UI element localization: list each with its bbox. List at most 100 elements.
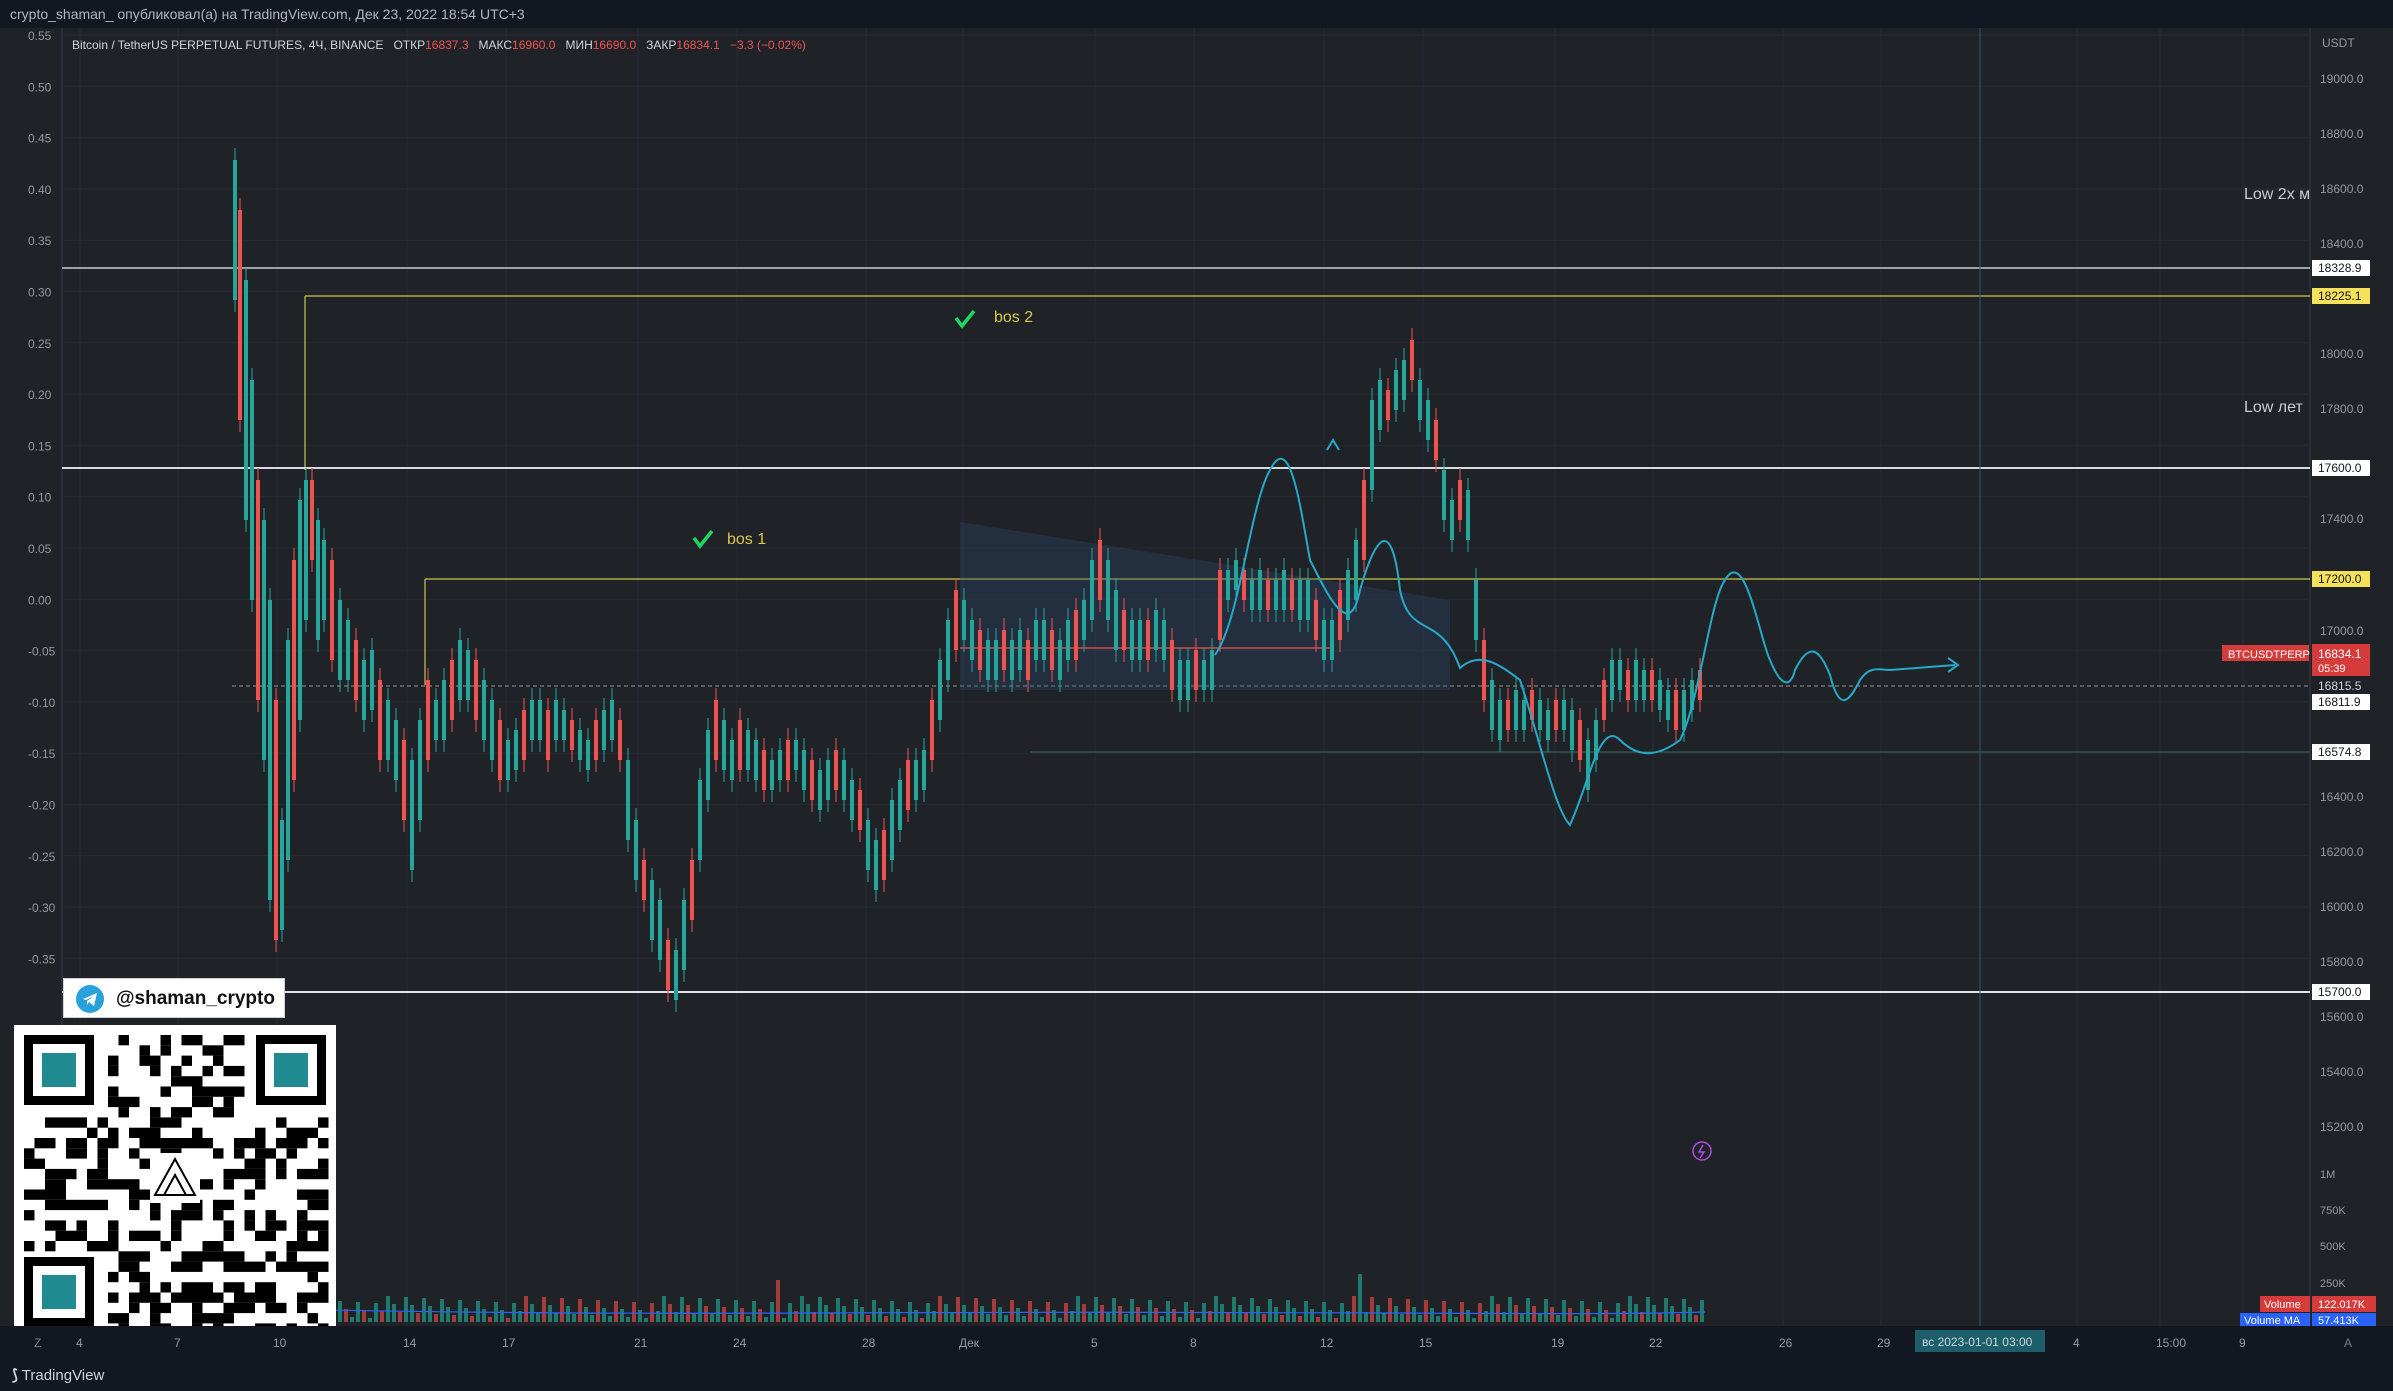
volume-bar [1088,1312,1092,1322]
qr-module [318,1189,329,1200]
candle-body [954,590,958,650]
candle-body [1242,570,1246,600]
qr-module [108,1241,119,1252]
qr-module [297,1138,308,1149]
currency-label: USDT [2322,36,2355,50]
qr-module [150,1127,161,1138]
candle-body [1098,540,1102,600]
qr-module [234,1261,245,1272]
qr-module [297,1261,308,1272]
qr-module [202,1282,213,1293]
qr-module [213,1313,224,1324]
tradingview-logo-icon: ⟆ [12,1367,18,1384]
candle-body [754,740,758,780]
qr-module [87,1179,98,1190]
volume-bar [1106,1313,1110,1322]
volume-ma-value-bg [2312,1313,2376,1326]
volume-bar [830,1313,834,1322]
qr-module [234,1251,245,1262]
left-axis-tick: 0.30 [28,286,52,300]
volume-bar [734,1300,738,1322]
volume-bar [716,1299,720,1322]
qr-module [318,1230,329,1241]
volume-bar [482,1309,486,1322]
price-level-badge: 18328.9 [2318,261,2362,275]
volume-bar [344,1309,348,1322]
qr-module [139,1189,150,1200]
qr-module [234,1292,245,1303]
candle-body [238,210,242,420]
right-axis-tick: 15600.0 [2320,1010,2364,1024]
candle-body [666,940,670,990]
candle-body [1306,580,1310,620]
volume-bar [842,1306,846,1322]
candle-body [610,700,614,740]
time-axis[interactable]: Z 4 7 10 14 17 21 24 28 Дек 5 8 12 15 19 22 26 29 4 15:00 9… [0,1326,2393,1358]
qr-module [318,1199,329,1211]
chart-pane[interactable]: bos 2 bos 1 Low 2x м Low лет 0.55 0.50 0.4… [0,28,2393,1343]
qr-module [307,1220,318,1231]
candle-body [1042,620,1046,660]
candle-body [292,560,296,780]
qr-module [192,1261,203,1272]
volume-axis-tick: 750K [2320,1205,2346,1217]
qr-module [276,1117,287,1128]
volume-bar [782,1318,786,1322]
volume-bar [632,1302,636,1322]
qr-module [150,1055,161,1066]
qr-module [45,1168,56,1180]
time-axis-corner-left[interactable]: Z [34,1336,41,1350]
volume-ma-line [229,1307,1706,1315]
bos2-check-icon [954,309,976,329]
volume-bar [1004,1315,1008,1322]
candle-body [426,680,430,760]
volume-bar [524,1296,528,1322]
price-chart[interactable]: bos 2 bos 1 Low 2x м Low лет 0.55 0.50 0.4… [0,28,2393,1326]
volume-bar [1400,1314,1404,1322]
volume-bar [896,1309,900,1322]
candle-body [506,740,510,780]
grid [62,28,2310,1326]
volume-bar [392,1304,396,1322]
qr-module [108,1230,119,1241]
qr-module [223,1107,234,1118]
volume-bar [974,1298,978,1322]
qr-module [45,1241,56,1252]
telegram-badge[interactable]: @shaman_crypto [63,978,285,1018]
candle-body [834,750,838,790]
bos1-check-icon [692,529,714,549]
volume-bar [602,1308,606,1322]
time-axis-corner-right[interactable]: A [2344,1336,2352,1350]
qr-module [318,1241,329,1252]
qr-module [265,1230,276,1241]
qr-module [192,1313,203,1324]
candle-body [586,740,590,770]
candle-body [1386,390,1390,420]
volume-bar [956,1297,960,1322]
qr-module [66,1117,77,1128]
volume-bar [1358,1274,1362,1322]
volume-bar [1592,1317,1596,1322]
candle-body [1458,480,1462,520]
volume-bar [1466,1310,1470,1322]
left-axis-tick: 0.35 [28,234,52,248]
volume-label-bg [2260,1296,2310,1312]
right-axis-tick: 15400.0 [2320,1065,2364,1079]
left-axis-tick: -0.30 [28,901,56,915]
qr-module [150,1065,161,1077]
candle-body [330,560,334,660]
tradingview-brand: TradingView [21,1367,105,1384]
bos1-label: bos 1 [727,531,766,548]
volume-bar [1058,1318,1062,1322]
right-axis-tick: 17400.0 [2320,512,2364,526]
volume-bar [776,1280,780,1322]
qr-finder-core [42,1275,76,1309]
qr-module [55,1117,66,1128]
volume-bar [554,1313,558,1322]
qr-module [223,1251,234,1262]
volume-bar [884,1316,888,1322]
alert-lightning-icon[interactable] [1692,1141,1712,1161]
candle-body [498,720,502,780]
qr-module [265,1148,276,1159]
qr-module [150,1292,161,1303]
